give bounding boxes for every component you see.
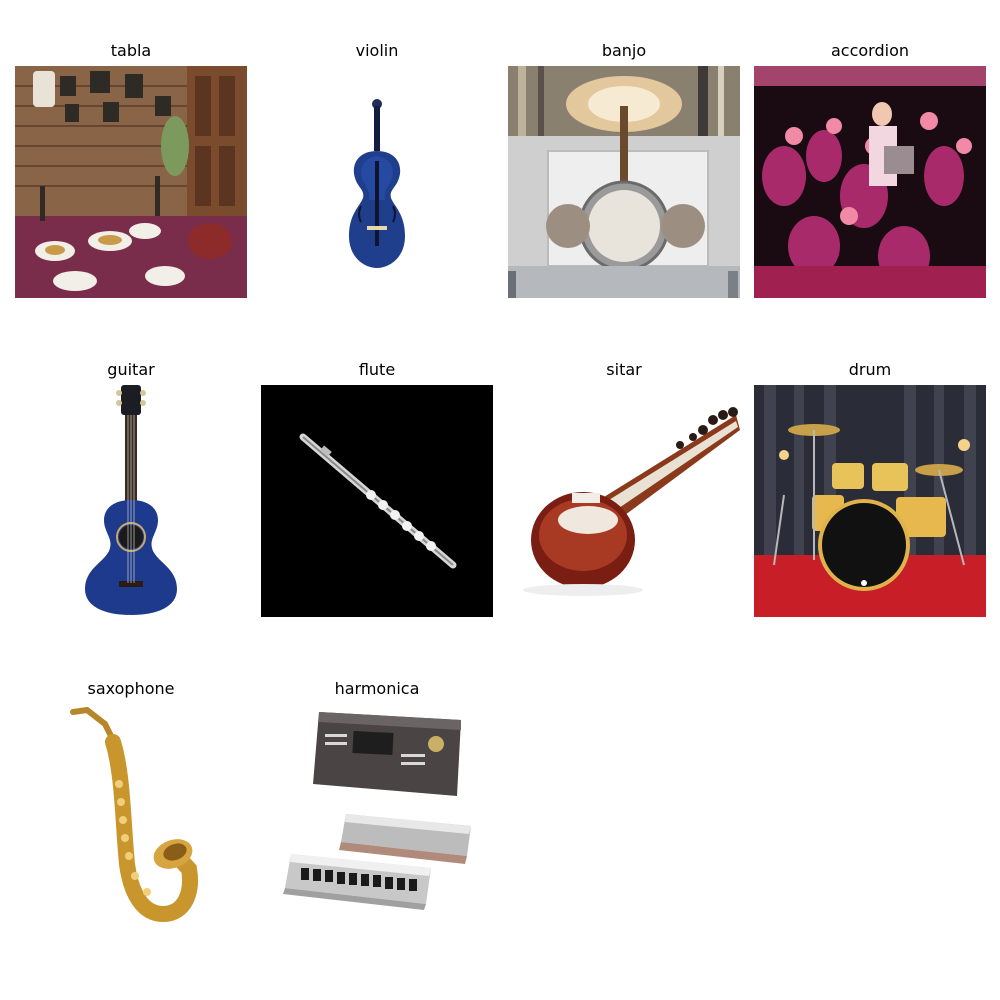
image-caption: banjo [601,41,647,60]
tabla-image [15,66,247,298]
image-caption: accordion [830,41,909,60]
banjo-image [508,66,740,298]
image-caption: harmonica [334,679,420,698]
sitar-image [508,385,740,617]
saxophone-image [15,704,247,936]
accordion-image [754,66,986,298]
image-caption: sitar [606,360,642,379]
image-caption: flute [358,360,396,379]
flute-image [261,385,493,617]
harmonica-image [261,704,493,936]
image-caption: drum [848,360,892,379]
violin-image [261,66,493,298]
image-caption: guitar [107,360,155,379]
drum-image [754,385,986,617]
guitar-image [15,385,247,617]
image-caption: violin [355,41,399,60]
image-caption: tabla [110,41,152,60]
image-caption: saxophone [87,679,175,698]
